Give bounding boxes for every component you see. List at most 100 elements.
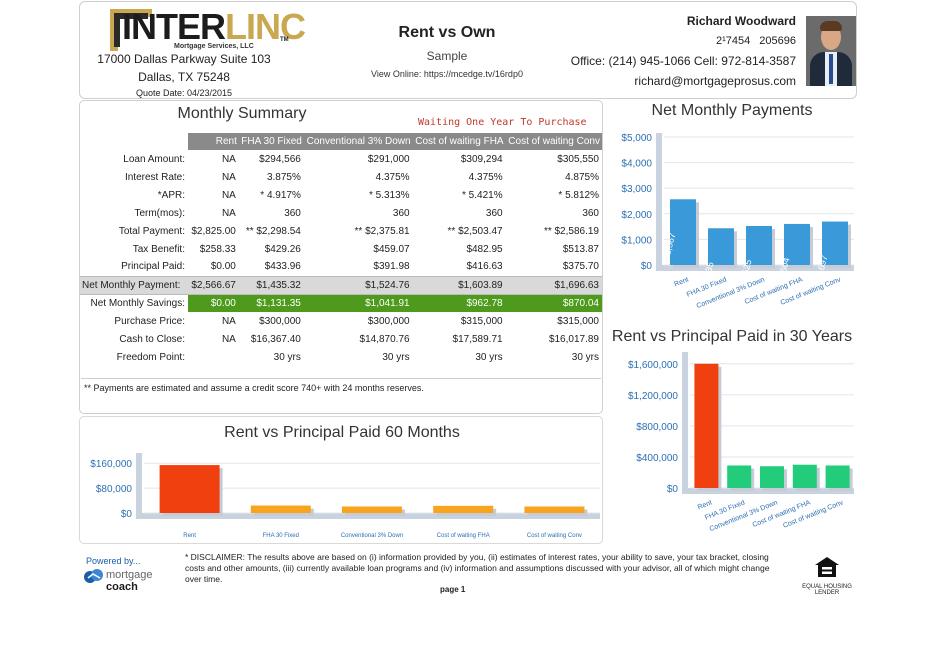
table-cell: 4.375% bbox=[375, 171, 410, 183]
table-cell: $300,000 bbox=[259, 315, 301, 327]
table-cell: $0.00 bbox=[210, 261, 236, 273]
row-label: Cash to Close: bbox=[119, 333, 185, 345]
table-cell bbox=[188, 348, 239, 366]
table-cell: * 5.812% bbox=[558, 189, 599, 201]
table-cell: $14,870.76 bbox=[359, 333, 410, 345]
table-cell: * 4.917% bbox=[260, 189, 301, 201]
page-number: page 1 bbox=[440, 585, 466, 594]
table-cell: ** $2,298.54 bbox=[245, 225, 301, 237]
table-cell: $2,825.00 bbox=[191, 225, 236, 237]
bar bbox=[822, 221, 848, 265]
y-tick-label: $80,000 bbox=[96, 484, 133, 495]
axis-wall bbox=[136, 453, 142, 519]
table-cell: $482.95 bbox=[466, 243, 503, 255]
net-monthly-payments-panel: Net Monthly Payments $0 $1,000 $2,000 $3,00… bbox=[606, 99, 858, 317]
table-cell: $17,589.71 bbox=[452, 333, 503, 345]
table-cell: $294,566 bbox=[259, 153, 301, 165]
x-category-label: Rent bbox=[697, 499, 713, 511]
bar bbox=[760, 466, 784, 488]
table-cell: 30 yrs bbox=[382, 351, 410, 363]
table-cell: $309,294 bbox=[460, 153, 503, 165]
table-cell: 30 yrs bbox=[475, 351, 503, 363]
table-cell: $1,435.32 bbox=[238, 275, 304, 295]
table-cell: 360 bbox=[485, 207, 503, 219]
table-cell: $513.87 bbox=[562, 243, 599, 255]
bar bbox=[670, 199, 696, 265]
agent-email-link[interactable]: richard@mortgageprosus.com bbox=[634, 74, 796, 88]
principal-60-months-chart: $0 $80,000 $160,000 Rent FHA 30 Fixed Convent… bbox=[90, 453, 600, 539]
axis-wall bbox=[682, 352, 688, 494]
principal-30-years-chart: $0 $400,000 $800,000 $1,200,000 $1,600,000 Re… bbox=[628, 352, 854, 533]
table-cell: $16,367.40 bbox=[250, 333, 301, 345]
table-cell: $1,696.63 bbox=[505, 275, 602, 295]
table-cell: NA bbox=[221, 333, 236, 345]
table-row: Tax Benefit: $258.33 $429.26 $459.07 $482.95… bbox=[80, 240, 602, 258]
equal-housing-text: EQUAL HOUSING LENDER bbox=[802, 584, 852, 596]
column-header: Cost of waiting Conv bbox=[505, 133, 602, 150]
logo-text-inter: INTER bbox=[122, 6, 226, 47]
bar bbox=[694, 363, 719, 488]
principal-60-months-panel: Rent vs Principal Paid 60 Months $0 $80,0… bbox=[79, 416, 603, 544]
row-label: Net Monthly Payment: bbox=[80, 275, 188, 295]
x-category-label: Rent bbox=[183, 533, 196, 539]
table-cell: NA bbox=[221, 189, 236, 201]
mortgage-coach-text-a: mortgage bbox=[106, 569, 153, 581]
bar bbox=[784, 223, 810, 265]
table-cell: $962.78 bbox=[412, 294, 506, 312]
bar bbox=[524, 506, 585, 513]
row-label: Net Monthly Savings: bbox=[80, 294, 188, 312]
agent-photo bbox=[806, 16, 856, 86]
table-cell: $429.26 bbox=[264, 243, 301, 255]
y-tick-label: $160,000 bbox=[90, 459, 132, 470]
table-cell: $1,603.89 bbox=[412, 275, 506, 295]
summary-table: Rent FHA 30 Fixed Conventional 3% Down C… bbox=[80, 133, 602, 366]
bar bbox=[746, 225, 772, 265]
table-cell: NA bbox=[221, 171, 236, 183]
table-row: Cash to Close: NA $16,367.40 $14,870.76 $17,… bbox=[80, 330, 602, 348]
row-label: Loan Amount: bbox=[123, 153, 185, 165]
x-category-label: FHA 30 Fixed bbox=[263, 533, 299, 539]
equal-housing-icon bbox=[815, 557, 839, 577]
y-tick-label: $3,000 bbox=[621, 184, 652, 195]
y-tick-label: $4,000 bbox=[621, 159, 652, 170]
table-cell: $315,000 bbox=[557, 315, 599, 327]
table-cell: ** $2,586.19 bbox=[543, 225, 599, 237]
agent-license-numbers: 2¹7454 205696 bbox=[715, 35, 796, 47]
row-label: Total Payment: bbox=[118, 225, 185, 237]
view-online-link[interactable]: View Online: https://mcedge.tv/16rdp0 bbox=[371, 69, 523, 79]
column-header: Conventional 3% Down bbox=[303, 133, 413, 150]
table-cell: $315,000 bbox=[460, 315, 503, 327]
powered-by-label: Powered by... bbox=[86, 556, 141, 566]
company-address-line2: Dallas, TX 75248 bbox=[138, 70, 230, 84]
bar bbox=[727, 465, 752, 488]
net-monthly-payment-row: Net Monthly Payment: $2,566.67 $1,435.32 $1… bbox=[80, 275, 602, 295]
table-cell: * 5.313% bbox=[368, 189, 410, 201]
table-cell: $291,000 bbox=[367, 153, 410, 165]
table-cell: $2,566.67 bbox=[188, 275, 239, 295]
chart-title: Rent vs Principal Paid 60 Months bbox=[224, 424, 460, 441]
table-cell: $416.63 bbox=[466, 261, 503, 273]
table-row: Freedom Point: 30 yrs 30 yrs 30 yrs 30 yrs bbox=[80, 348, 602, 366]
table-row: Total Payment: $2,825.00 ** $2,298.54 ** $2… bbox=[80, 222, 602, 240]
column-header: Cost of waiting FHA bbox=[412, 133, 506, 150]
table-cell: $375.70 bbox=[562, 261, 599, 273]
logo-text-linc: LINC bbox=[225, 6, 306, 47]
table-cell: $459.07 bbox=[373, 243, 410, 255]
y-tick-label: $1,600,000 bbox=[628, 360, 678, 371]
table-row: Term(mos): NA 360 360 360 360 bbox=[80, 204, 602, 222]
logo-trademark: TM bbox=[280, 37, 289, 43]
row-label: Freedom Point: bbox=[116, 351, 185, 363]
monthly-summary-title: Monthly Summary bbox=[177, 105, 307, 122]
y-tick-label: $400,000 bbox=[636, 453, 678, 464]
table-cell: $391.98 bbox=[373, 261, 410, 273]
waiting-note: Waiting One Year To Purchase bbox=[418, 117, 587, 128]
y-tick-label: $1,000 bbox=[621, 235, 652, 246]
monthly-summary-panel: Monthly Summary Waiting One Year To Purc… bbox=[79, 100, 603, 414]
table-cell: * 5.421% bbox=[462, 189, 503, 201]
row-label: Interest Rate: bbox=[124, 171, 185, 183]
column-header: Rent bbox=[188, 133, 239, 150]
table-cell: NA bbox=[221, 153, 236, 165]
bar bbox=[825, 465, 850, 488]
column-header: FHA 30 Fixed bbox=[238, 133, 304, 150]
page-title: Rent vs Own bbox=[398, 24, 496, 41]
